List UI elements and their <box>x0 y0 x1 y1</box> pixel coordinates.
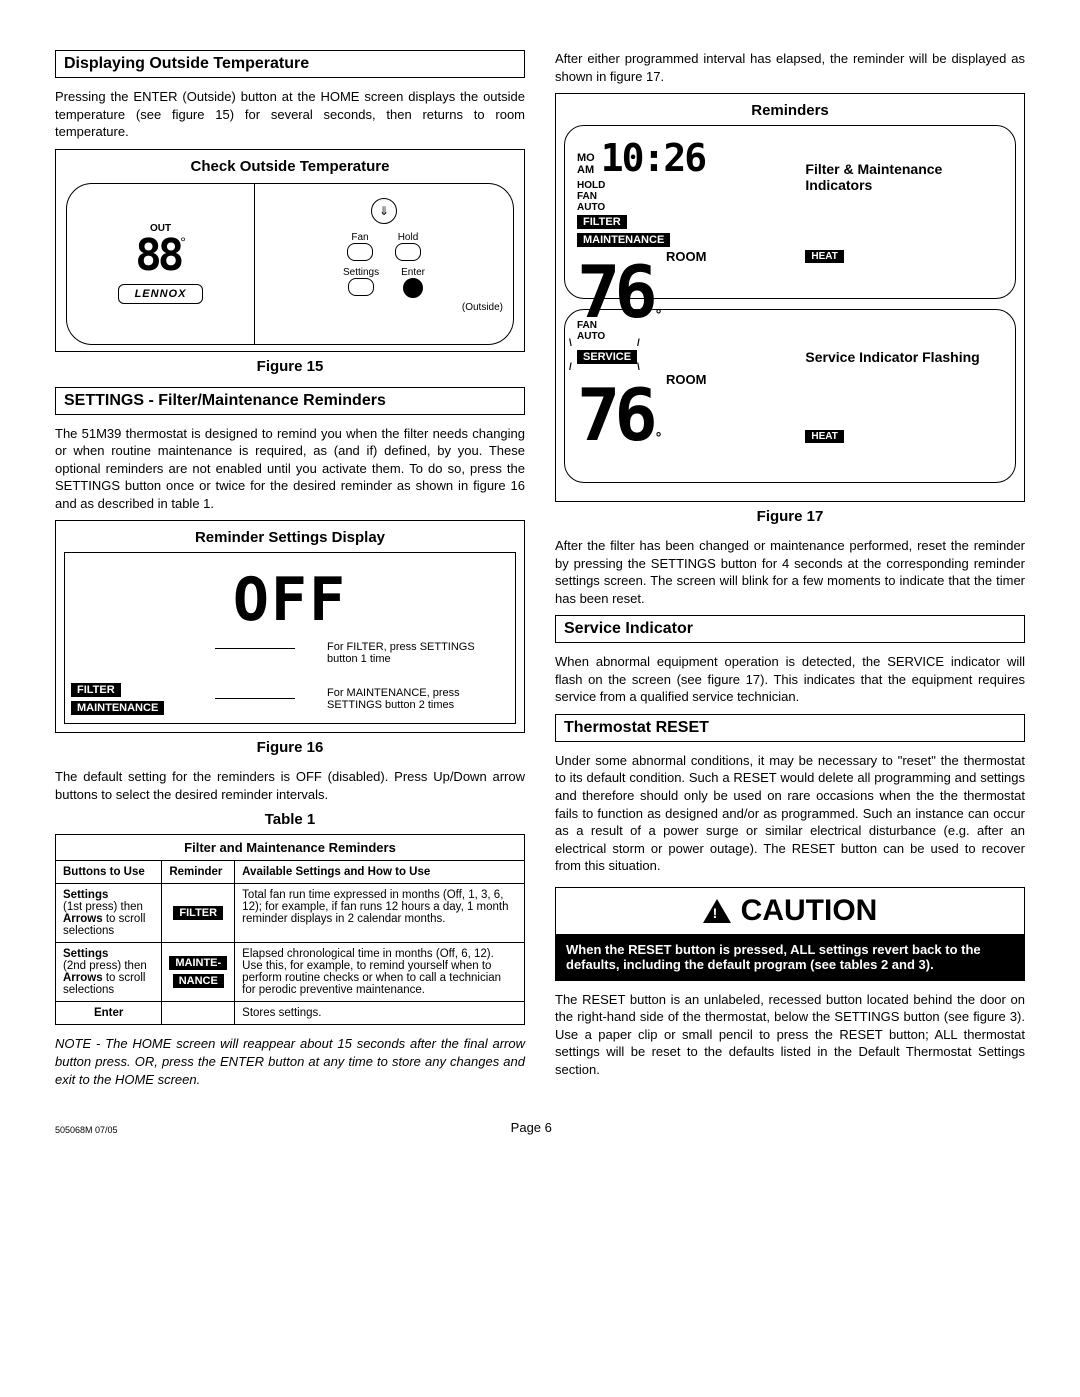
table-cell <box>162 1002 235 1025</box>
fan-label: FAN <box>577 191 795 202</box>
figure-16: Reminder Settings Display OFF FILTER MAI… <box>55 520 525 733</box>
hold-button[interactable] <box>395 243 421 261</box>
side-label: Service Indicator Flashing <box>805 349 979 365</box>
table-caption: Table 1 <box>55 811 525 828</box>
figure-17: Reminders MO AM 10:26 HOLD FAN AUTO FILT… <box>555 93 1025 502</box>
table-1: Filter and Maintenance Reminders Buttons… <box>55 834 525 1025</box>
filter-indicator: FILTER <box>577 215 627 229</box>
lennox-logo: LENNOX <box>118 284 204 304</box>
auto-label: AUTO <box>577 331 795 342</box>
heat-tag: HEAT <box>805 430 843 443</box>
filter-note: For FILTER, press SETTINGS button 1 time <box>327 641 507 665</box>
body-text: The 51M39 thermostat is designed to remi… <box>55 425 525 513</box>
am-label: AM <box>577 164 595 176</box>
caution-heading: CAUTION <box>741 894 878 928</box>
warning-icon <box>703 899 731 923</box>
section-heading: Displaying Outside Temperature <box>55 50 525 78</box>
fan-label: Fan <box>351 232 368 243</box>
table-cell: Stores settings. <box>235 1002 525 1025</box>
outside-sublabel: (Outside) <box>265 302 503 313</box>
table-cell: Total fan run time expressed in months (… <box>235 884 525 943</box>
body-text: The default setting for the reminders is… <box>55 768 525 803</box>
clock: 10:26 <box>601 136 705 180</box>
maintenance-indicator: MAINTENANCE <box>577 233 670 247</box>
off-display: OFF <box>65 553 515 635</box>
figure-caption: Figure 17 <box>555 508 1025 525</box>
auto-label: AUTO <box>577 202 795 213</box>
down-arrow-button[interactable]: ⇓ <box>371 198 397 224</box>
filter-tag: FILTER <box>71 683 121 697</box>
body-text: Under some abnormal conditions, it may b… <box>555 752 1025 875</box>
maintenance-tag: MAINTENANCE <box>71 701 164 715</box>
degree: ° <box>180 234 186 250</box>
room-temp: 76 <box>577 387 652 445</box>
heat-tag: HEAT <box>805 250 843 263</box>
table-cell: Elapsed chronological time in months (Of… <box>235 943 525 1002</box>
body-text: Pressing the ENTER (Outside) button at t… <box>55 88 525 141</box>
figure-caption: Figure 16 <box>55 739 525 756</box>
fan-label: FAN <box>577 320 795 331</box>
outside-temp: 88 <box>135 230 180 281</box>
section-heading: Thermostat RESET <box>555 714 1025 742</box>
enter-label: Enter <box>401 267 425 278</box>
table-cell: Settings(2nd press) then Arrows to scrol… <box>56 943 162 1002</box>
section-heading: Service Indicator <box>555 615 1025 643</box>
hold-label: Hold <box>398 232 419 243</box>
note-text: NOTE - The HOME screen will reappear abo… <box>55 1035 525 1088</box>
col-header: Buttons to Use <box>56 861 162 884</box>
enter-button[interactable] <box>403 278 423 298</box>
settings-button[interactable] <box>348 278 374 296</box>
body-text: After the filter has been changed or mai… <box>555 537 1025 607</box>
section-heading: SETTINGS - Filter/Maintenance Reminders <box>55 387 525 415</box>
body-text: When abnormal equipment operation is det… <box>555 653 1025 706</box>
body-text: The RESET button is an unlabeled, recess… <box>555 991 1025 1079</box>
table-cell: MAINTE-NANCE <box>162 943 235 1002</box>
side-label: Filter & Maintenance Indicators <box>805 161 1007 193</box>
body-text: After either programmed interval has ela… <box>555 50 1025 85</box>
caution-body: When the RESET button is pressed, ALL se… <box>556 934 1024 980</box>
figure-caption: Figure 15 <box>55 358 525 375</box>
col-header: Available Settings and How to Use <box>235 861 525 884</box>
col-header: Reminder <box>162 861 235 884</box>
service-indicator: SERVICE <box>577 350 637 364</box>
maintenance-note: For MAINTENANCE, press SETTINGS button 2… <box>327 687 507 711</box>
mo-label: MO <box>577 152 595 164</box>
fan-button[interactable] <box>347 243 373 261</box>
table-cell: Settings(1st press) then Arrows to scrol… <box>56 884 162 943</box>
figure-title: Check Outside Temperature <box>62 158 518 175</box>
caution-box: CAUTION When the RESET button is pressed… <box>555 887 1025 981</box>
figure-title: Reminder Settings Display <box>64 529 516 546</box>
figure-15: Check Outside Temperature OUT 88° LENNOX… <box>55 149 525 352</box>
table-cell: FILTER <box>162 884 235 943</box>
doc-id: 505068M 07/05 <box>55 1125 118 1135</box>
settings-label: Settings <box>343 267 379 278</box>
table-cell: Enter <box>56 1002 162 1025</box>
figure-title: Reminders <box>564 102 1016 119</box>
hold-label: HOLD <box>577 180 795 191</box>
table-title: Filter and Maintenance Reminders <box>56 835 525 861</box>
page-number: Page 6 <box>118 1120 945 1135</box>
